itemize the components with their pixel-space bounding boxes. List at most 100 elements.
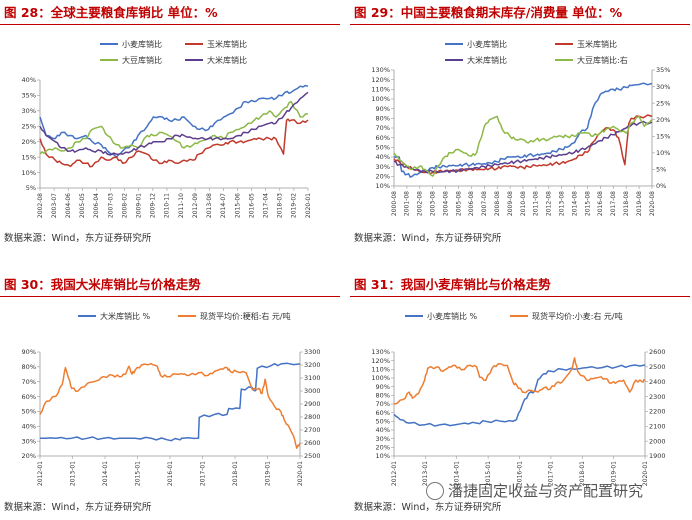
- series-line: [39, 362, 301, 442]
- y-tick-label: 90%: [376, 105, 390, 113]
- y2-tick-label: 20%: [656, 116, 670, 124]
- y-tick-label: 110%: [371, 86, 390, 94]
- x-tick-label: 2009-08: [507, 191, 514, 216]
- source-note: 数据来源：Wind，东方证券研究所: [354, 502, 502, 513]
- x-tick-label: 2012-08: [546, 191, 553, 216]
- chart-svg: 5% 10% 15% 20% 25% 30% 35% 40% 2002-08 2003-07 200…: [22, 39, 312, 218]
- x-tick-label: 2020-01: [642, 461, 649, 486]
- y-tick-label: 25%: [22, 122, 36, 130]
- y-tick-label: 5%: [26, 184, 36, 192]
- figure-29-panel: 图 29：中国主要粮食期末库存/消费量 单位：% 10% 20% 30% 40% 50%…: [350, 0, 690, 250]
- x-tick-label: 2006-08: [468, 191, 475, 216]
- x-tick-label: 2016-08: [597, 191, 604, 216]
- series-line: [39, 118, 309, 168]
- figure-28-panel: 图 28：全球主要粮食库销比 单位：% 5% 10% 15% 20% 25% 30% 35%…: [0, 0, 340, 250]
- y-tick-label: 40%: [376, 426, 390, 434]
- series-line: [393, 115, 653, 177]
- x-tick-label: 2019-02: [291, 193, 298, 218]
- x-tick-label: 2005-05: [79, 193, 86, 218]
- y-tick-label: 30%: [22, 437, 36, 445]
- y-tick-label: 40%: [376, 153, 390, 161]
- y2-tick-label: 15%: [656, 132, 670, 140]
- x-tick-label: 2003-07: [51, 193, 58, 218]
- series-line: [39, 84, 309, 158]
- legend-label: 大豆库销比: [122, 55, 162, 65]
- x-tick-label: 2018-08: [623, 191, 630, 216]
- x-tick-label: 2003-08: [430, 191, 437, 216]
- y2-tick-label: 25%: [656, 99, 670, 107]
- y2-tick-label: 2900: [304, 400, 321, 408]
- figure-31-panel: 图 31：我国小麦库销比与价格走势 10% 20% 30% 40% 50% 60% 70% 8…: [350, 262, 690, 520]
- figure-title: 图 31：我国小麦库销比与价格走势: [354, 277, 551, 292]
- x-tick-label: 2017-01: [548, 461, 555, 486]
- y-tick-label: 20%: [376, 173, 390, 181]
- x-tick-label: 2017-01: [199, 461, 206, 486]
- figure-30-panel: 图 30：我国大米库销比与价格走势 20% 30% 40% 50% 60% 70% 80% 9…: [0, 262, 340, 520]
- x-tick-label: 2014-08: [571, 191, 578, 216]
- x-tick-label: 2020-01: [305, 193, 312, 218]
- y-tick-label: 30%: [376, 435, 390, 443]
- x-tick-label: 2020-01: [297, 461, 304, 486]
- x-tick-label: 2005-08: [455, 191, 462, 216]
- y-tick-label: 110%: [371, 366, 390, 374]
- x-tick-label: 2016-05: [248, 193, 255, 218]
- y-tick-label: 20%: [22, 452, 36, 460]
- y2-tick-label: 2300: [649, 393, 666, 401]
- series-line: [393, 82, 653, 178]
- x-tick-label: 2013-01: [69, 461, 76, 486]
- x-tick-label: 2008-08: [494, 191, 501, 216]
- y-tick-label: 60%: [376, 134, 390, 142]
- y-tick-label: 70%: [376, 400, 390, 408]
- x-tick-label: 2007-08: [481, 191, 488, 216]
- chart-svg: 10%20%30%40%50%60%70%80%90%100%110%120%1…: [371, 311, 666, 486]
- series-line: [39, 91, 309, 156]
- y-tick-label: 50%: [376, 144, 390, 152]
- y-tick-label: 60%: [22, 393, 36, 401]
- y-tick-label: 130%: [371, 348, 390, 356]
- y2-tick-label: 0%: [656, 182, 666, 190]
- x-tick-label: 2019-01: [610, 461, 617, 486]
- x-tick-label: 2004-06: [65, 193, 72, 218]
- x-tick-label: 2016-01: [167, 461, 174, 486]
- y2-tick-label: 2700: [304, 426, 321, 434]
- y-tick-label: 80%: [376, 115, 390, 123]
- y2-tick-label: 2600: [649, 348, 666, 356]
- x-tick-label: 2018-01: [579, 461, 586, 486]
- y2-tick-label: 10%: [656, 149, 670, 157]
- y-tick-label: 10%: [376, 182, 390, 190]
- source-note: 数据来源：Wind，东方证券研究所: [354, 233, 502, 244]
- x-tick-label: 2012-09: [192, 193, 199, 218]
- y-tick-label: 20%: [22, 138, 36, 146]
- title-rule: [350, 296, 690, 297]
- title-rule: [0, 24, 340, 25]
- series-line: [39, 100, 309, 155]
- x-tick-label: 2004-08: [442, 191, 449, 216]
- y-tick-label: 120%: [371, 76, 390, 84]
- x-tick-label: 2014-07: [220, 193, 227, 218]
- x-tick-label: 2009-12: [150, 193, 157, 218]
- legend-label: 大豆库销比:右: [577, 55, 628, 65]
- y-tick-label: 70%: [22, 378, 36, 386]
- x-tick-label: 2018-03: [277, 193, 284, 218]
- x-tick-label: 2010-11: [164, 193, 171, 218]
- x-tick-label: 2019-08: [636, 191, 643, 216]
- series-line: [393, 364, 646, 427]
- title-rule: [0, 296, 340, 297]
- y-tick-label: 35%: [22, 92, 36, 100]
- x-tick-label: 2017-08: [610, 191, 617, 216]
- legend-label: 现货平均价:粳稻:右 元/吨: [200, 311, 291, 321]
- x-tick-label: 2018-01: [232, 461, 239, 486]
- legend-label: 小麦库销比: [122, 39, 162, 49]
- y-tick-label: 90%: [376, 383, 390, 391]
- y-tick-label: 130%: [371, 66, 390, 74]
- y-tick-label: 80%: [22, 363, 36, 371]
- legend-label: 小麦库销比: [467, 39, 507, 49]
- y2-tick-label: 2100: [649, 422, 666, 430]
- x-tick-label: 2019-01: [264, 461, 271, 486]
- y2-tick-label: 35%: [656, 66, 670, 74]
- y2-tick-label: 1900: [649, 452, 666, 460]
- legend-label: 大米库销比: [207, 55, 247, 65]
- x-tick-label: 2013-08: [559, 191, 566, 216]
- y-tick-label: 50%: [22, 408, 36, 416]
- chart-svg: 20% 30% 40% 50% 60% 70% 80% 90% 2500 2600 2700 2800…: [22, 311, 321, 486]
